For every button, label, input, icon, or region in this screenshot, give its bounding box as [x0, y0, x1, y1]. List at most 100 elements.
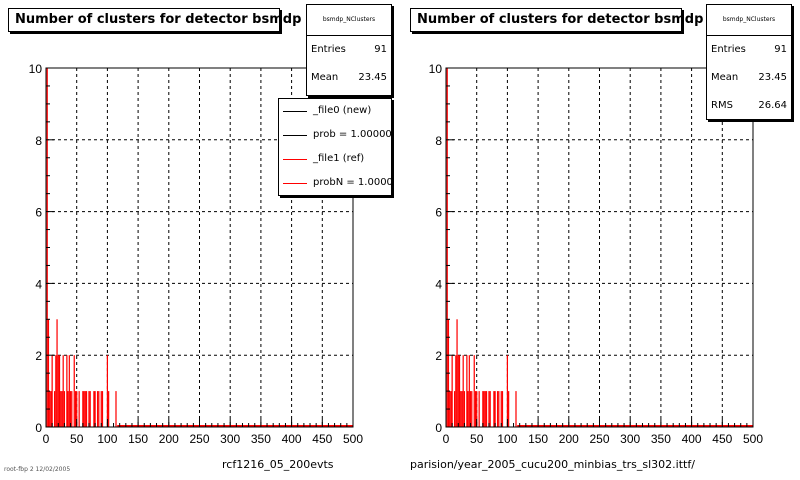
left-chart-title: Number of clusters for detector bsmdp: [8, 8, 301, 32]
left-histogram-bar: [73, 355, 75, 427]
left-histogram-bar: [61, 391, 63, 427]
right-x-tick-label: 100: [497, 432, 517, 446]
right-y-tick-label: 0: [435, 421, 442, 435]
right-histogram-bar: [471, 391, 473, 427]
right-histogram-bar: [456, 319, 458, 427]
left-histogram-bar: [93, 391, 95, 427]
right-histogram-bar: [457, 355, 459, 427]
right-x-tick-label: 200: [559, 432, 579, 446]
left-histogram-bar: [85, 391, 88, 427]
right-chart-title: Number of clusters for detector bsmdp: [410, 8, 703, 32]
right-histogram-bar: [478, 391, 480, 427]
left-x-tick-label: 200: [159, 432, 179, 446]
right-histogram-bar: [461, 391, 463, 427]
right-histogram-bar: [453, 391, 456, 427]
right-histogram-bar: [450, 391, 452, 427]
right-plot-frame: [445, 67, 754, 428]
right-y-tick-label: 6: [435, 206, 442, 220]
right-histogram-bar: [515, 391, 517, 427]
right-histogram-bar: [508, 391, 510, 427]
left-stats-mean: Mean 23.45: [311, 72, 387, 83]
left-y-tick-label: 10: [29, 62, 43, 76]
left-histogram-bar: [101, 391, 104, 427]
legend-line-icon: [283, 135, 307, 136]
left-x-tick-label: 350: [251, 432, 271, 446]
legend-line-icon: [283, 111, 307, 112]
left-stats-box: bsmdp_NClusters Entries 91 Mean 23.45: [306, 4, 392, 96]
right-stats-name: bsmdp_NClusters: [707, 5, 791, 36]
right-y-tick-label: 4: [435, 277, 442, 291]
right-x-tick-label: 500: [743, 432, 763, 446]
right-histogram-bar: [485, 391, 488, 427]
legend-entry: probN = 1.000000: [279, 171, 391, 195]
left-histogram-bar: [53, 391, 56, 427]
right-stats-entries: Entries 91: [711, 44, 787, 55]
left-y-tick-label: 4: [35, 277, 42, 291]
legend-entry: _file0 (new): [279, 99, 391, 123]
left-histogram-bar: [88, 391, 90, 427]
right-histogram-bar: [455, 355, 457, 427]
right-file-label: parision/year_2005_cucu200_minbias_trs_s…: [410, 458, 695, 471]
left-histogram-bar: [78, 391, 80, 427]
right-histogram-bar: [494, 391, 496, 427]
right-histogram-bar: [506, 355, 509, 427]
left-histogram-bar: [67, 391, 69, 427]
left-histogram-bar: [83, 391, 85, 427]
right-histogram-bar: [500, 391, 502, 427]
right-y-tick-label: 2: [435, 349, 442, 363]
right-histogram-bar: [483, 391, 485, 427]
left-histogram-bar: [76, 391, 78, 427]
left-histogram-bar: [96, 391, 99, 427]
left-x-tick-label: 400: [282, 432, 302, 446]
left-x-tick-label: 0: [43, 432, 50, 446]
right-x-tick-label: 350: [651, 432, 671, 446]
left-y-tick-label: 0: [35, 421, 42, 435]
right-histogram-bar: [466, 355, 468, 427]
left-histogram-bar: [106, 355, 109, 427]
left-y-tick-label: 6: [35, 206, 42, 220]
left-histogram-bar: [108, 391, 110, 427]
legend-line-icon: [283, 159, 307, 160]
left-x-tick-label: 250: [189, 432, 209, 446]
left-histogram-bar: [56, 319, 58, 427]
right-x-tick-label: 150: [528, 432, 548, 446]
right-histogram-bar: [458, 355, 461, 427]
legend-box: _file0 (new) prob = 1.000000 _file1 (ref…: [278, 98, 392, 196]
right-histogram-bar: [488, 391, 490, 427]
right-histogram-bar: [474, 391, 477, 427]
left-histogram-bar: [115, 391, 117, 427]
right-y-tick-label: 10: [429, 62, 443, 76]
left-x-tick-label: 50: [70, 432, 84, 446]
right-histogram-bar: [489, 391, 491, 427]
left-histogram-bar: [74, 391, 77, 427]
left-histogram-bar: [57, 355, 59, 427]
legend-entry: _file1 (ref): [279, 147, 391, 171]
right-histogram-bar: [467, 391, 469, 427]
left-histogram-bar: [69, 391, 72, 427]
right-histogram-bar: [501, 391, 504, 427]
right-histogram-bar: [460, 391, 462, 427]
left-histogram-bar: [50, 391, 52, 427]
left-histogram-bar: [60, 391, 62, 427]
right-histogram-bar: [498, 391, 500, 427]
right-histogram-bar: [468, 355, 470, 427]
right-stats-mean: Mean 23.45: [711, 72, 787, 83]
left-file-label: rcf1216_05_200evts: [222, 458, 334, 471]
left-stats-name: bsmdp_NClusters: [307, 5, 391, 36]
right-x-tick-label: 50: [470, 432, 484, 446]
right-histogram-bar: [463, 391, 466, 427]
right-histogram-bar: [493, 391, 495, 427]
right-histogram-bar: [482, 391, 484, 427]
right-x-tick-label: 0: [443, 432, 450, 446]
right-y-tick-label: 8: [435, 134, 442, 148]
left-histogram-bar: [62, 355, 64, 427]
left-x-tick-label: 150: [128, 432, 148, 446]
left-histogram-bar: [84, 391, 86, 427]
left-histogram-bar: [63, 391, 66, 427]
right-histogram-bar: [484, 391, 486, 427]
right-x-tick-label: 300: [620, 432, 640, 446]
right-x-tick-label: 250: [589, 432, 609, 446]
legend-line-icon: [283, 183, 307, 184]
left-histogram-bar: [55, 355, 57, 427]
